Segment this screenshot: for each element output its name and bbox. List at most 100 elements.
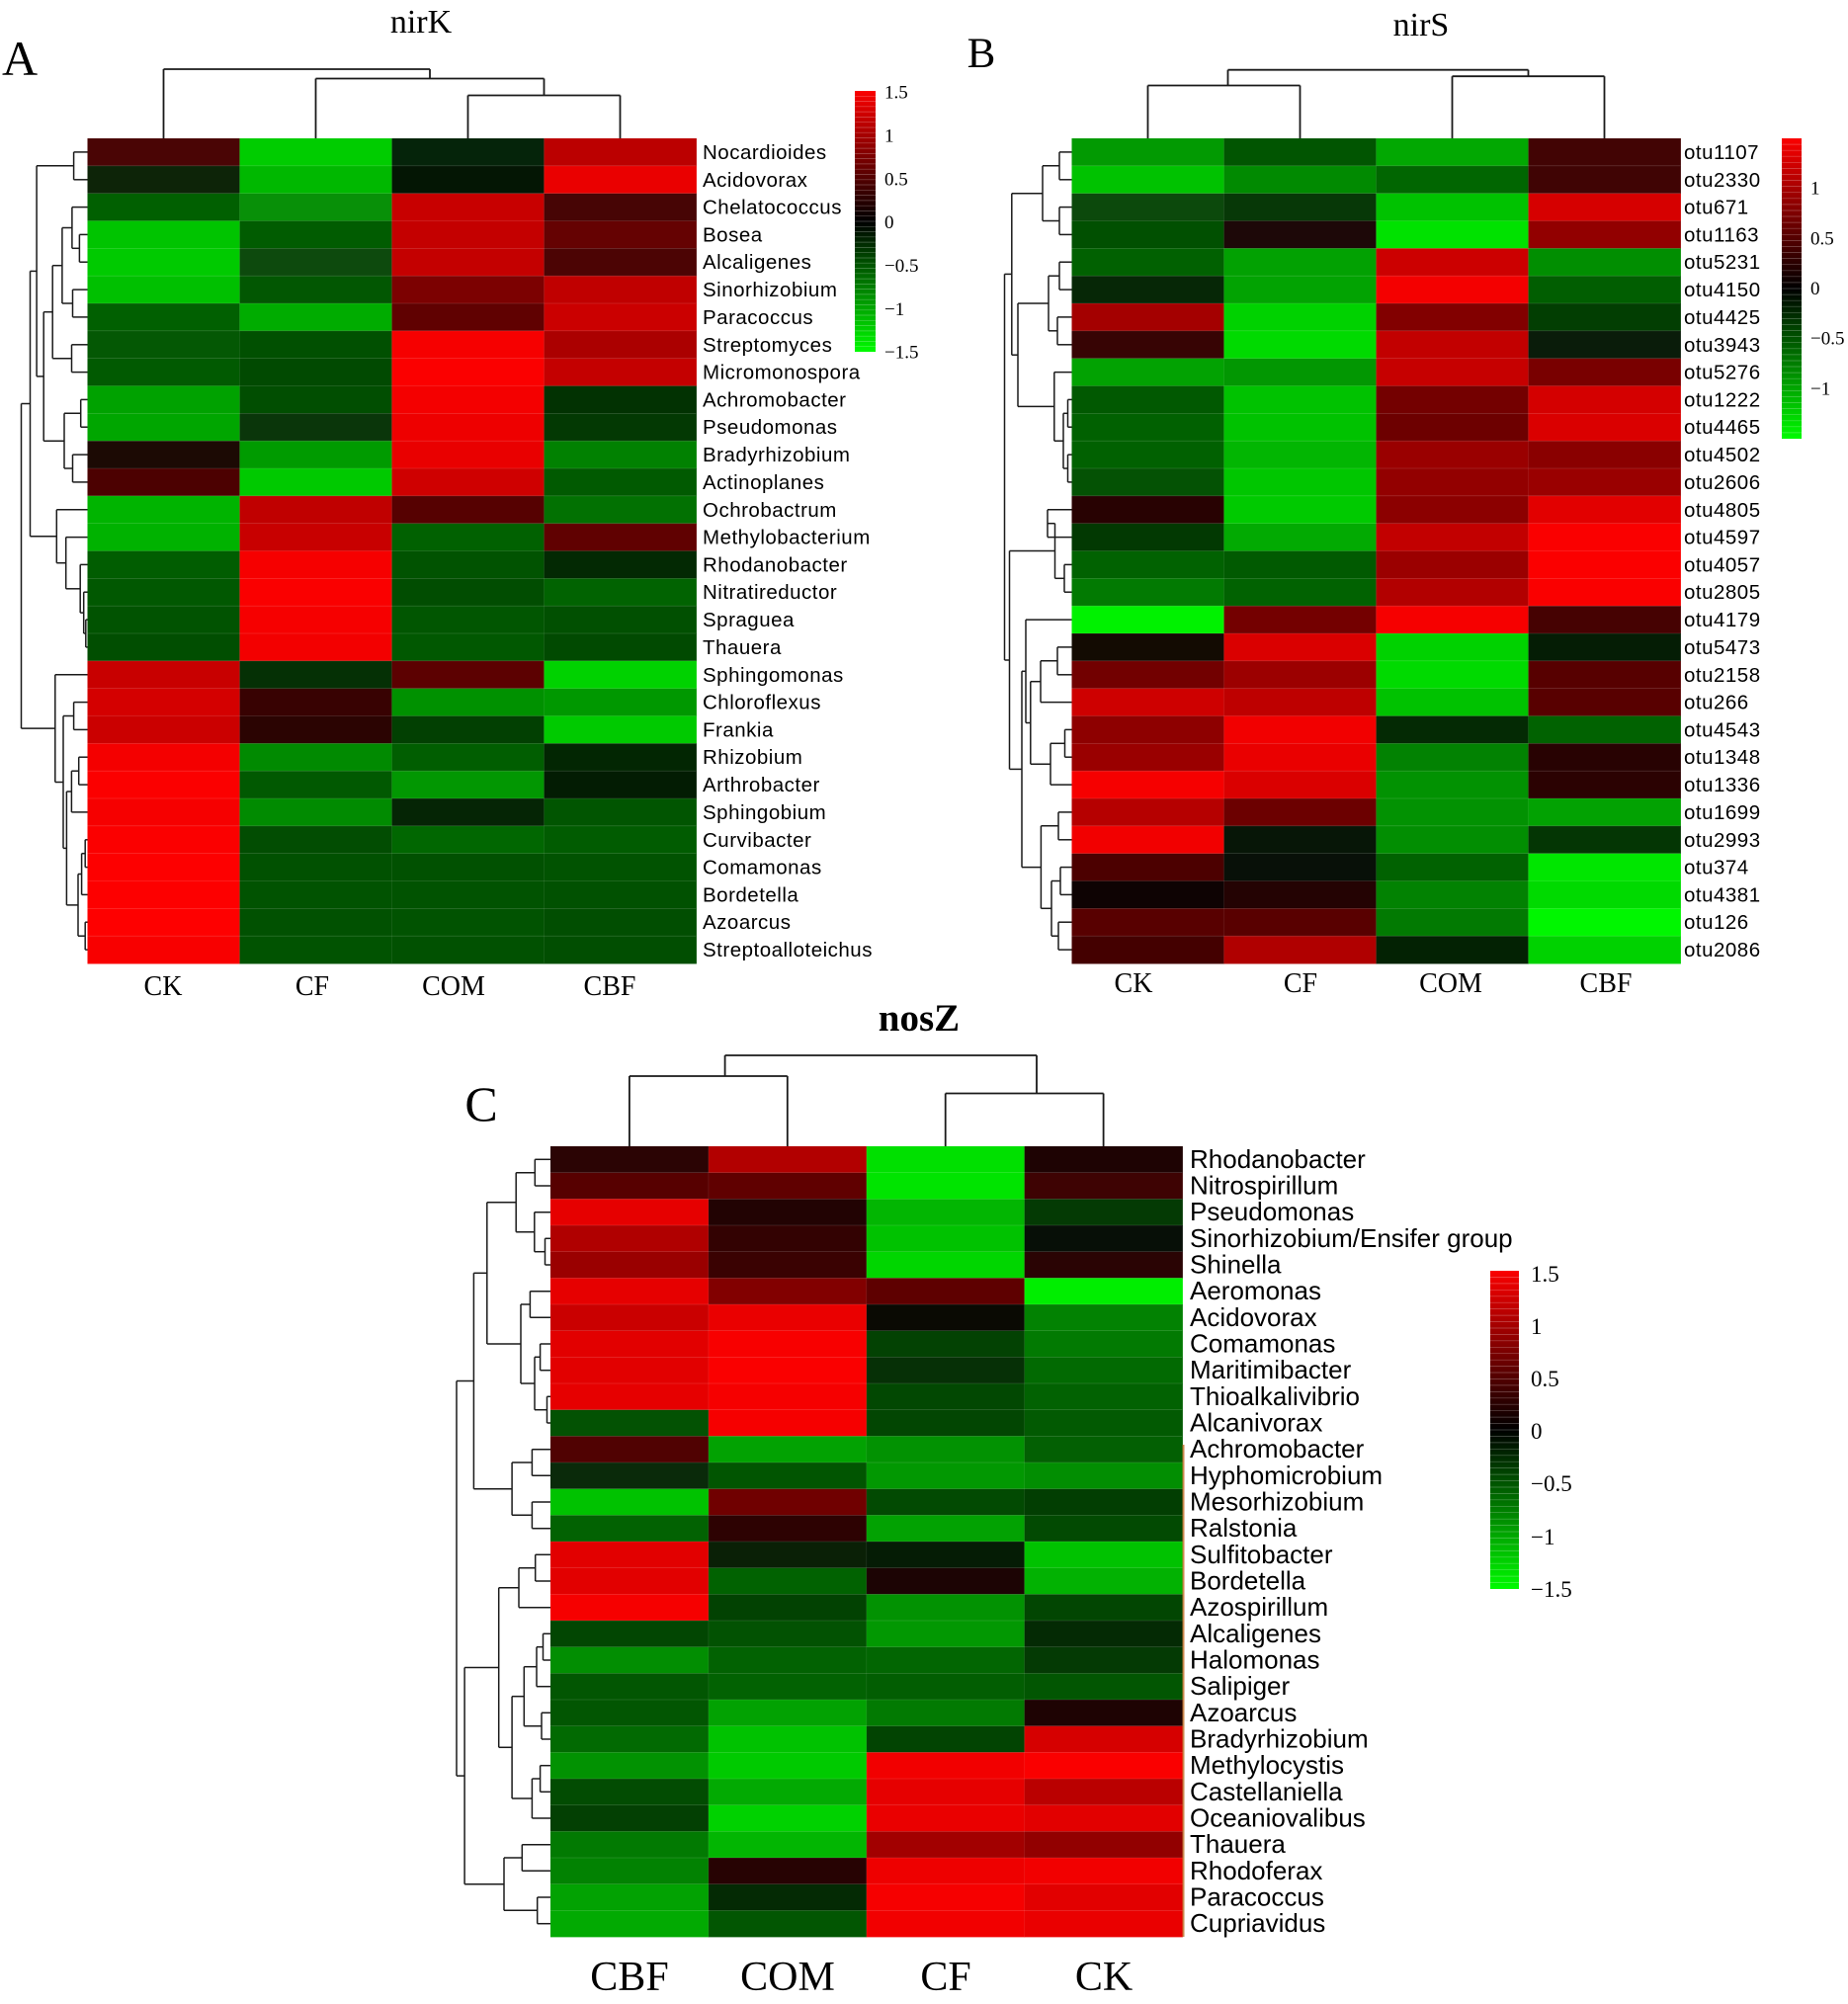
svg-text:Cupriavidus: Cupriavidus [1190, 1908, 1325, 1938]
svg-text:otu4597: otu4597 [1684, 527, 1761, 549]
svg-text:Sinorhizobium: Sinorhizobium [703, 279, 837, 301]
svg-text:otu374: otu374 [1684, 857, 1749, 879]
svg-text:otu1699: otu1699 [1684, 801, 1761, 824]
svg-text:−1.5: −1.5 [884, 343, 918, 364]
svg-text:Comamonas: Comamonas [703, 857, 822, 879]
svg-text:−1.5: −1.5 [1531, 1577, 1572, 1602]
svg-text:Nitratireductor: Nitratireductor [703, 581, 837, 604]
svg-text:Spraguea: Spraguea [703, 609, 795, 631]
svg-text:COM: COM [422, 971, 485, 1002]
svg-text:CBF: CBF [1580, 968, 1633, 999]
svg-text:otu4425: otu4425 [1684, 306, 1761, 329]
svg-text:Thauera: Thauera [1190, 1829, 1286, 1859]
svg-text:Salipiger: Salipiger [1190, 1671, 1291, 1701]
svg-text:otu4150: otu4150 [1684, 279, 1761, 301]
svg-text:Ralstonia: Ralstonia [1190, 1513, 1298, 1543]
svg-text:otu2086: otu2086 [1684, 939, 1761, 961]
svg-text:Acidovorax: Acidovorax [703, 169, 808, 192]
svg-text:Nitrospirillum: Nitrospirillum [1190, 1171, 1338, 1201]
svg-text:otu1163: otu1163 [1684, 223, 1759, 246]
svg-text:Sinorhizobium/Ensifer group: Sinorhizobium/Ensifer group [1190, 1223, 1513, 1253]
svg-text:otu4502: otu4502 [1684, 444, 1761, 466]
svg-text:otu266: otu266 [1684, 692, 1749, 714]
svg-text:1: 1 [1531, 1314, 1543, 1339]
svg-text:Shinella: Shinella [1190, 1250, 1282, 1280]
svg-text:Rhodanobacter: Rhodanobacter [1190, 1144, 1366, 1174]
svg-text:−1: −1 [884, 299, 904, 320]
svg-text:otu4179: otu4179 [1684, 609, 1761, 631]
svg-text:Sphingobium: Sphingobium [703, 801, 826, 824]
svg-text:C: C [464, 1076, 497, 1131]
svg-text:Arthrobacter: Arthrobacter [703, 774, 820, 796]
svg-text:1: 1 [884, 126, 894, 147]
svg-text:Sulfitobacter: Sulfitobacter [1190, 1540, 1333, 1569]
svg-text:1.5: 1.5 [884, 83, 908, 104]
svg-text:0.5: 0.5 [884, 169, 908, 190]
svg-text:0: 0 [884, 212, 894, 233]
svg-text:otu4057: otu4057 [1684, 553, 1761, 576]
svg-text:−1: −1 [1810, 378, 1830, 399]
svg-text:COM: COM [1419, 968, 1482, 999]
svg-text:CBF: CBF [584, 971, 636, 1002]
svg-text:0.5: 0.5 [1810, 228, 1834, 249]
svg-text:Thioalkalivibrio: Thioalkalivibrio [1190, 1381, 1360, 1411]
svg-text:−0.5: −0.5 [1531, 1471, 1572, 1496]
svg-text:1.5: 1.5 [1531, 1262, 1559, 1287]
svg-text:Hyphomicrobium: Hyphomicrobium [1190, 1461, 1383, 1490]
svg-text:−0.5: −0.5 [1810, 329, 1844, 350]
svg-text:Azospirillum: Azospirillum [1190, 1592, 1328, 1622]
svg-text:CK: CK [1075, 1955, 1133, 2000]
svg-text:−0.5: −0.5 [884, 256, 918, 277]
svg-text:Rhizobium: Rhizobium [703, 746, 802, 769]
svg-text:otu4543: otu4543 [1684, 718, 1761, 741]
svg-text:CF: CF [1284, 968, 1317, 999]
svg-text:CK: CK [1115, 968, 1153, 999]
svg-text:CF: CF [295, 971, 329, 1002]
svg-text:Achromobacter: Achromobacter [1190, 1434, 1365, 1463]
svg-text:Bosea: Bosea [703, 223, 763, 246]
svg-text:0: 0 [1810, 279, 1820, 299]
svg-text:Streptomyces: Streptomyces [703, 334, 832, 357]
svg-text:otu2805: otu2805 [1684, 581, 1761, 604]
svg-text:Streptoalloteichus: Streptoalloteichus [703, 939, 873, 961]
svg-text:otu1348: otu1348 [1684, 746, 1761, 769]
svg-text:otu4465: otu4465 [1684, 416, 1761, 439]
svg-text:otu2158: otu2158 [1684, 664, 1761, 687]
svg-text:otu1336: otu1336 [1684, 774, 1761, 796]
svg-text:Paracoccus: Paracoccus [1190, 1882, 1324, 1912]
svg-text:Bordetella: Bordetella [1190, 1566, 1306, 1596]
svg-text:Halomonas: Halomonas [1190, 1645, 1320, 1675]
svg-text:otu5473: otu5473 [1684, 636, 1761, 659]
svg-text:Alcaligenes: Alcaligenes [703, 251, 811, 274]
svg-text:Micromonospora: Micromonospora [703, 362, 861, 384]
svg-text:nirK: nirK [390, 4, 453, 41]
svg-text:Bradyrhizobium: Bradyrhizobium [1190, 1724, 1369, 1754]
svg-text:otu126: otu126 [1684, 911, 1749, 934]
svg-text:otu4805: otu4805 [1684, 499, 1761, 522]
svg-text:Alcanivorax: Alcanivorax [1190, 1408, 1322, 1438]
svg-text:Achromobacter: Achromobacter [703, 388, 847, 411]
svg-text:−1: −1 [1531, 1525, 1554, 1549]
svg-text:Oceaniovalibus: Oceaniovalibus [1190, 1803, 1366, 1833]
svg-text:1: 1 [1810, 179, 1820, 200]
svg-text:otu671: otu671 [1684, 197, 1749, 219]
svg-text:Methylocystis: Methylocystis [1190, 1750, 1344, 1780]
svg-text:Paracoccus: Paracoccus [703, 306, 813, 329]
svg-text:otu2606: otu2606 [1684, 471, 1761, 494]
svg-text:Actinoplanes: Actinoplanes [703, 471, 824, 494]
svg-text:otu5276: otu5276 [1684, 362, 1761, 384]
svg-text:otu1222: otu1222 [1684, 388, 1761, 411]
svg-text:Pseudomonas: Pseudomonas [1190, 1197, 1354, 1226]
svg-text:0: 0 [1531, 1419, 1543, 1444]
svg-text:Thauera: Thauera [703, 636, 782, 659]
svg-text:Chloroflexus: Chloroflexus [703, 692, 821, 714]
svg-text:Ochrobactrum: Ochrobactrum [703, 499, 837, 522]
svg-text:Rhodanobacter: Rhodanobacter [703, 553, 848, 576]
svg-text:Pseudomonas: Pseudomonas [703, 416, 838, 439]
svg-text:Acidovorax: Acidovorax [1190, 1302, 1317, 1332]
svg-text:Castellaniella: Castellaniella [1190, 1777, 1343, 1806]
svg-text:0.5: 0.5 [1531, 1367, 1559, 1391]
svg-text:Aeromonas: Aeromonas [1190, 1276, 1321, 1305]
svg-text:Bordetella: Bordetella [703, 883, 798, 906]
svg-text:Bradyrhizobium: Bradyrhizobium [703, 444, 850, 466]
